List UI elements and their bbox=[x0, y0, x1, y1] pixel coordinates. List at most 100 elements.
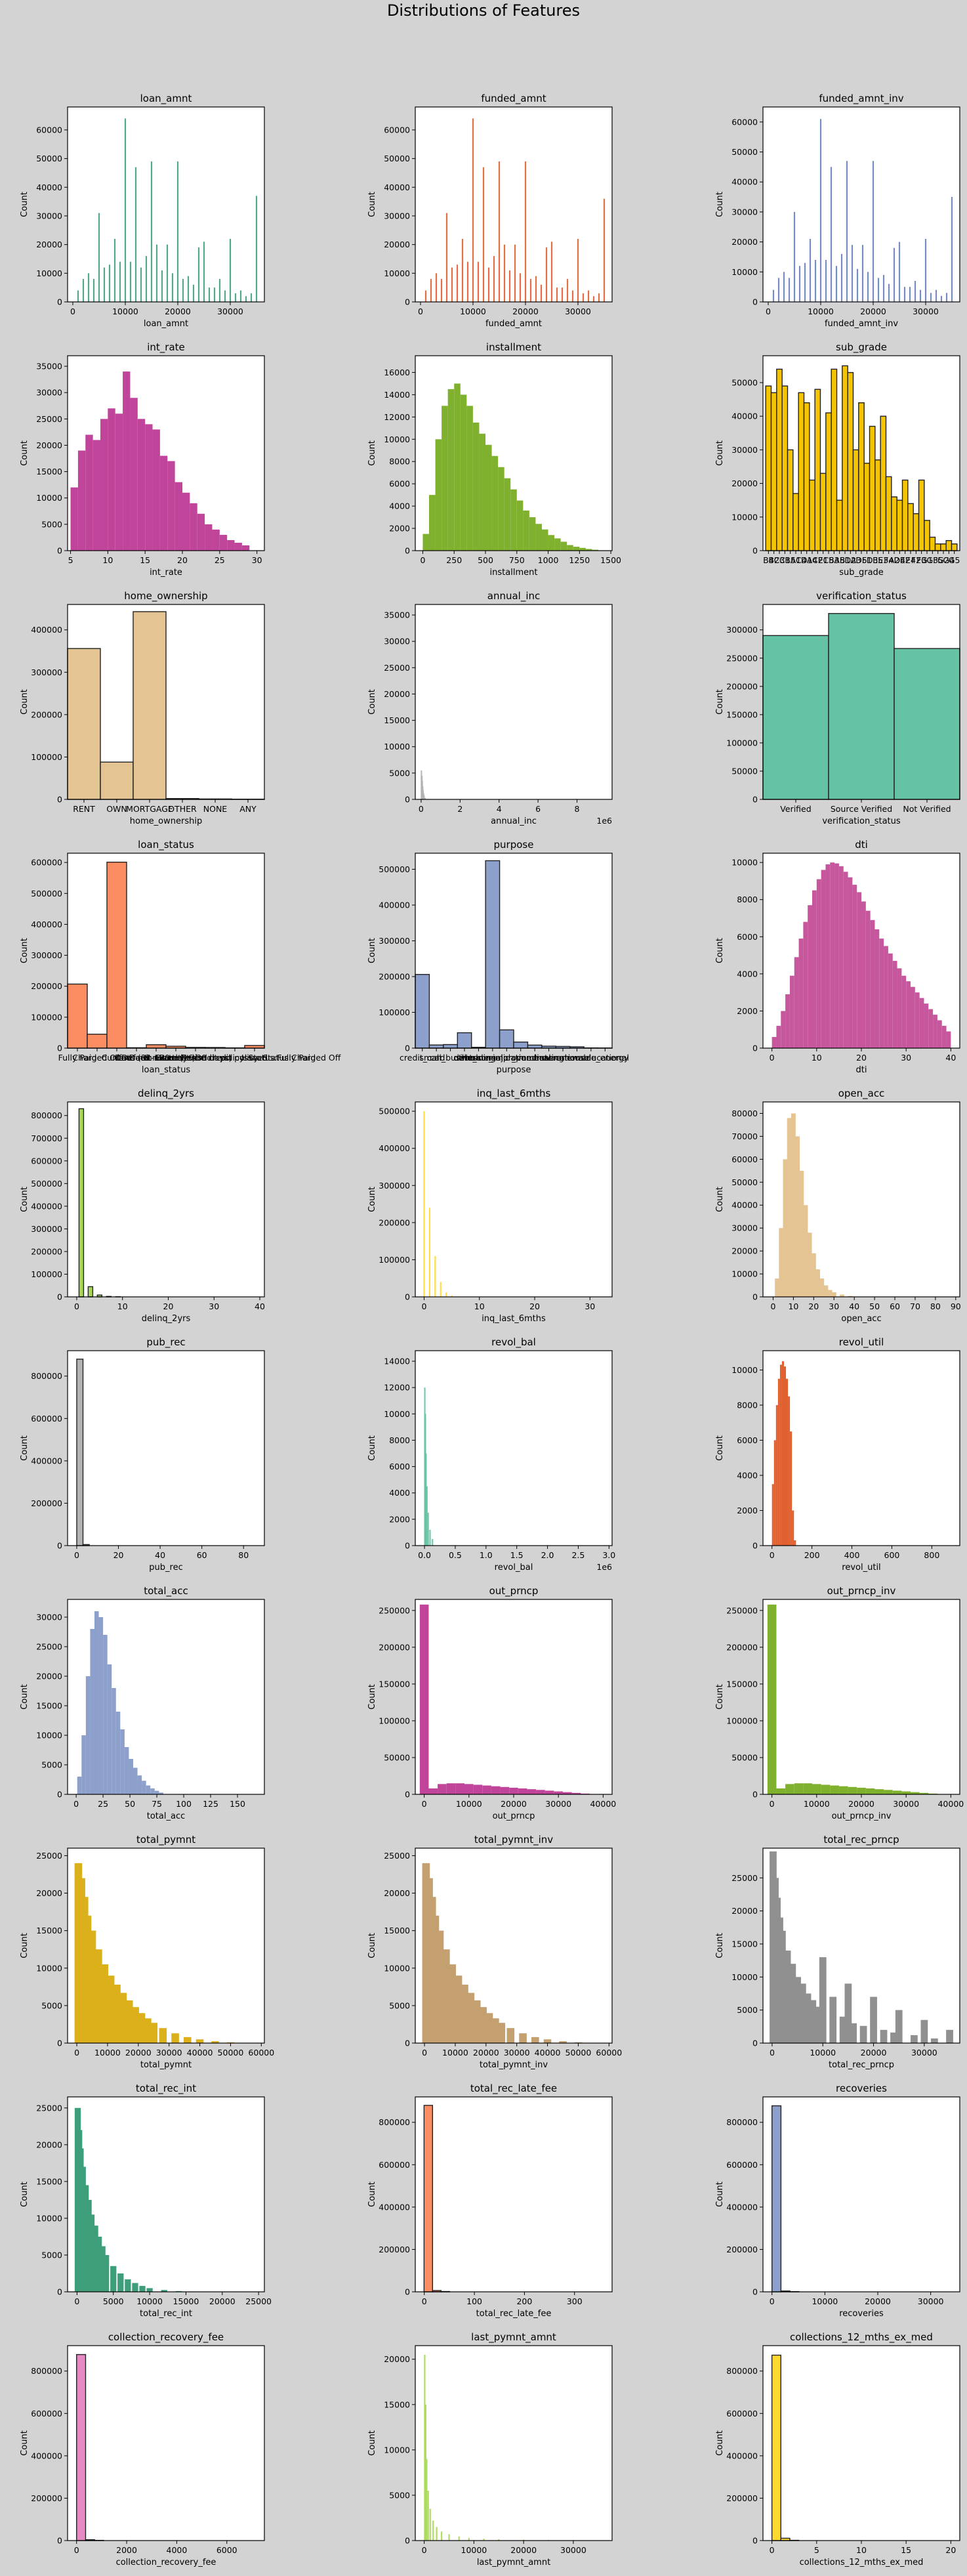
chart-title: recoveries bbox=[836, 2082, 887, 2094]
bar bbox=[146, 1785, 151, 1794]
x-tick-label: OTHER bbox=[168, 804, 197, 814]
bar bbox=[869, 425, 876, 551]
x-tick-label: 150 bbox=[230, 1799, 245, 1809]
y-tick-label: 100000 bbox=[31, 1012, 62, 1022]
bar bbox=[933, 1015, 937, 1048]
bar bbox=[424, 797, 426, 799]
bar bbox=[786, 1378, 789, 1546]
bar bbox=[129, 261, 132, 302]
y-tick-label: 35000 bbox=[384, 610, 410, 620]
bar bbox=[848, 1296, 853, 1297]
y-tick-label: 30000 bbox=[36, 211, 62, 221]
x-tick-label: 25 bbox=[98, 1799, 108, 1809]
x-tick-label: 0 bbox=[70, 306, 75, 316]
y-axis-label: Count bbox=[367, 1933, 377, 1958]
x-tick-label: A2 bbox=[889, 555, 900, 565]
bar bbox=[184, 2037, 192, 2043]
subplot-revol_bal: 0.0 0.5 1.0 1.5 2.0 2.5 3.0 0 2000 4000 6000 8000 10… bbox=[353, 1328, 642, 1573]
bar bbox=[440, 1282, 442, 1297]
bar bbox=[431, 1915, 440, 2043]
bar bbox=[819, 119, 822, 302]
x-tick-label: B2 bbox=[768, 555, 779, 565]
bar bbox=[491, 1786, 501, 1794]
bar bbox=[861, 245, 864, 302]
x-tick-label: 40 bbox=[945, 1053, 956, 1063]
subplot-sub_grade: B4 B2 C3 C1 B5 A1 C4 D1 A4 C2 E1 C5 B3 A5 B1 D2 A3 D5 F1 D3… bbox=[701, 333, 967, 578]
bar bbox=[429, 1529, 431, 1546]
bar bbox=[234, 293, 237, 302]
x-axis-label: loan_amnt bbox=[144, 319, 188, 329]
x-axis-label: annual_inc bbox=[491, 816, 537, 826]
bar bbox=[838, 866, 844, 1048]
bar bbox=[99, 2246, 106, 2292]
x-tick-label: 0 bbox=[74, 2048, 79, 2058]
chart-title: total_pymnt bbox=[136, 1834, 195, 1846]
x-tick-label: 0 bbox=[74, 2545, 79, 2555]
bar bbox=[527, 1044, 543, 1049]
bar bbox=[438, 1784, 447, 1794]
chart-svg: 0 5 10 15 20 0 200000 400000 600000 800000 collect… bbox=[715, 2331, 960, 2567]
bar bbox=[848, 877, 853, 1048]
y-tick-label: 10000 bbox=[731, 1269, 758, 1279]
bar bbox=[545, 1790, 554, 1794]
y-tick-label: 300000 bbox=[31, 1224, 62, 1234]
bar bbox=[176, 161, 179, 302]
x-tick-label: 20000 bbox=[512, 306, 539, 316]
y-axis-label: Count bbox=[715, 689, 725, 715]
bar bbox=[90, 1629, 94, 1794]
x-tick-label: 30000 bbox=[565, 306, 591, 316]
y-tick-label: 10000 bbox=[384, 1409, 410, 1419]
bar bbox=[161, 270, 163, 302]
bar bbox=[911, 2035, 918, 2043]
x-axis-label: open_acc bbox=[841, 1314, 881, 1324]
bar bbox=[863, 463, 871, 551]
y-tick-label: 0 bbox=[57, 1292, 62, 1302]
bar bbox=[159, 455, 168, 551]
bar bbox=[592, 296, 595, 302]
x-tick-label: 10 bbox=[474, 1301, 485, 1311]
bar bbox=[197, 513, 205, 551]
bar bbox=[493, 256, 495, 302]
bar bbox=[587, 290, 590, 302]
x-tick-label: B4 bbox=[763, 555, 774, 565]
x-tick-label: 60 bbox=[197, 1550, 207, 1560]
bar bbox=[573, 547, 580, 551]
bar bbox=[192, 284, 195, 302]
x-tick-label: 20 bbox=[163, 1301, 174, 1311]
bar bbox=[440, 279, 443, 302]
bar bbox=[472, 2000, 481, 2043]
x-tick-label: 750 bbox=[509, 555, 525, 565]
x-tick-label: Default bbox=[121, 1053, 152, 1063]
bar bbox=[213, 287, 216, 302]
chart-title: revol_util bbox=[839, 1336, 884, 1349]
bar bbox=[772, 289, 775, 302]
bar bbox=[77, 290, 79, 302]
bar bbox=[856, 268, 859, 302]
x-tick-label: 10000 bbox=[808, 306, 834, 316]
axes-frame bbox=[67, 355, 265, 551]
x-tick-label: 10 bbox=[102, 555, 113, 565]
bars bbox=[77, 118, 258, 302]
bar bbox=[571, 290, 574, 302]
y-tick-label: 50000 bbox=[731, 377, 758, 387]
x-tick-label: 1250 bbox=[569, 555, 590, 565]
bar bbox=[831, 1292, 836, 1297]
x-axis-label: total_pymnt_inv bbox=[480, 2060, 548, 2070]
subplot-inq_last_6mths: 0 10 20 30 0 100000 200000 300000 400000 500000 in… bbox=[353, 1079, 642, 1324]
y-tick-label: 2000 bbox=[737, 1006, 758, 1016]
y-tick-label: 30000 bbox=[36, 388, 62, 398]
x-tick-label: F3 bbox=[916, 555, 926, 565]
x-tick-label: E5 bbox=[873, 555, 883, 565]
bar bbox=[150, 2023, 158, 2043]
bar bbox=[190, 503, 197, 551]
x-tick-label: 20 bbox=[856, 1053, 867, 1063]
bar bbox=[839, 2016, 847, 2043]
y-tick-label: 0 bbox=[752, 1790, 758, 1800]
bar bbox=[874, 929, 880, 1048]
x-tick-label: 0 bbox=[418, 306, 423, 316]
bar bbox=[432, 1538, 434, 1546]
bar bbox=[535, 524, 542, 551]
chart-title: int_rate bbox=[147, 341, 185, 354]
bar bbox=[807, 1233, 812, 1297]
